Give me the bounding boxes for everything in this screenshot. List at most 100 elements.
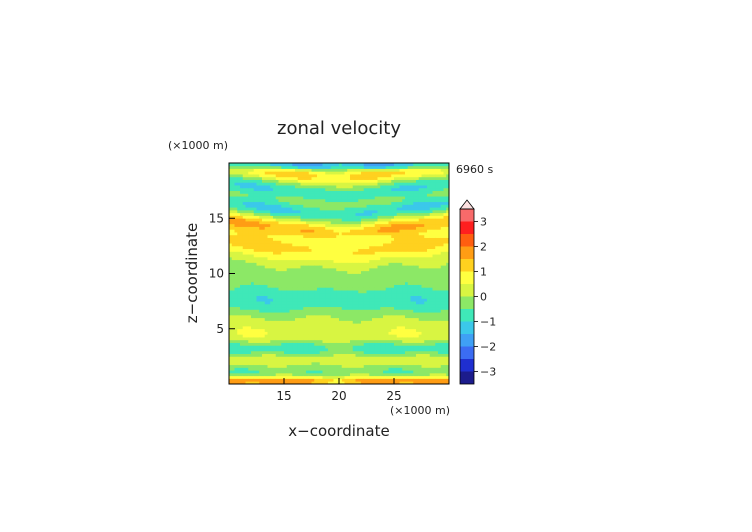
- heatmap-cell: [234, 301, 238, 305]
- heatmap-cell: [374, 328, 378, 332]
- heatmap-cell: [314, 165, 318, 169]
- heatmap-cell: [295, 378, 299, 382]
- heatmap-cell: [322, 270, 326, 274]
- heatmap-cell: [319, 276, 323, 280]
- heatmap-cell: [325, 370, 329, 374]
- heatmap-cell: [284, 256, 288, 261]
- heatmap-cell: [264, 328, 268, 332]
- heatmap-cell: [297, 262, 301, 266]
- heatmap-cell: [319, 168, 323, 172]
- heatmap-cell: [295, 312, 299, 316]
- heatmap-cell: [234, 240, 238, 244]
- heatmap-cell: [369, 265, 373, 269]
- heatmap-cell: [396, 320, 400, 324]
- heatmap-cell: [347, 204, 351, 208]
- heatmap-cell: [396, 303, 400, 308]
- heatmap-cell: [303, 334, 307, 338]
- heatmap-cell: [251, 301, 255, 305]
- heatmap-cell: [380, 265, 384, 269]
- heatmap-cell: [289, 223, 293, 227]
- heatmap-cell: [396, 262, 400, 266]
- heatmap-cell: [259, 223, 263, 227]
- heatmap-cell: [314, 240, 318, 244]
- heatmap-cell: [336, 185, 340, 189]
- heatmap-cell: [328, 209, 332, 214]
- heatmap-cell: [256, 378, 260, 382]
- heatmap-cell: [372, 276, 376, 280]
- heatmap-cell: [308, 306, 312, 310]
- heatmap-cell: [306, 185, 310, 189]
- heatmap-cell: [330, 204, 334, 208]
- heatmap-cell: [300, 265, 304, 269]
- heatmap-cell: [281, 196, 285, 200]
- heatmap-cell: [297, 207, 301, 211]
- heatmap-cell: [350, 350, 354, 355]
- heatmap-cell: [264, 174, 268, 178]
- heatmap-cell: [284, 265, 288, 269]
- heatmap-cell: [300, 317, 304, 321]
- heatmap-cell: [242, 187, 246, 192]
- heatmap-cell: [300, 359, 304, 363]
- heatmap-cell: [286, 298, 290, 302]
- heatmap-cell: [275, 350, 279, 355]
- heatmap-cell: [383, 325, 387, 330]
- heatmap-cell: [308, 237, 312, 241]
- heatmap-cell: [366, 339, 370, 343]
- heatmap-cell: [234, 309, 238, 313]
- heatmap-cell: [317, 359, 321, 363]
- heatmap-cell: [286, 204, 290, 208]
- heatmap-cell: [319, 312, 323, 316]
- heatmap-cell: [319, 284, 323, 288]
- heatmap-cell: [328, 328, 332, 332]
- heatmap-cell: [372, 259, 376, 263]
- heatmap-cell: [350, 359, 354, 363]
- heatmap-cell: [289, 171, 293, 175]
- heatmap-cell: [377, 306, 381, 310]
- heatmap-cell: [369, 328, 373, 332]
- heatmap-cell: [385, 314, 389, 319]
- heatmap-cell: [391, 218, 395, 222]
- heatmap-cell: [330, 276, 334, 280]
- heatmap-cell: [308, 243, 312, 247]
- heatmap-cell: [286, 237, 290, 241]
- heatmap-cell: [366, 256, 370, 261]
- heatmap-cell: [358, 312, 362, 316]
- heatmap-cell: [399, 306, 403, 310]
- heatmap-cell: [248, 182, 252, 186]
- heatmap-cell: [300, 337, 304, 341]
- heatmap-cell: [295, 218, 299, 222]
- heatmap-cell: [264, 232, 268, 236]
- heatmap-cell: [336, 279, 340, 283]
- heatmap-cell: [330, 174, 334, 178]
- heatmap-cell: [388, 190, 392, 194]
- heatmap-cell: [322, 163, 326, 167]
- heatmap-cell: [306, 320, 310, 324]
- heatmap-cell: [251, 243, 255, 247]
- heatmap-cell: [308, 218, 312, 222]
- heatmap-cell: [297, 317, 301, 321]
- heatmap-cell: [374, 348, 378, 352]
- heatmap-cell: [292, 284, 296, 288]
- heatmap-cell: [229, 290, 233, 294]
- heatmap-cell: [347, 325, 351, 330]
- heatmap-cell: [372, 270, 376, 274]
- heatmap-cell: [328, 204, 332, 208]
- heatmap-cell: [388, 176, 392, 180]
- heatmap-cell: [231, 331, 235, 335]
- heatmap-cell: [377, 251, 381, 255]
- heatmap-cell: [242, 350, 246, 355]
- heatmap-cell: [352, 356, 356, 360]
- heatmap-cell: [380, 309, 384, 313]
- heatmap-cell: [319, 234, 323, 238]
- heatmap-cell: [251, 256, 255, 261]
- heatmap-cell: [339, 359, 343, 363]
- heatmap-cell: [322, 256, 326, 261]
- heatmap-cell: [289, 229, 293, 233]
- heatmap-cell: [275, 290, 279, 294]
- heatmap-cell: [388, 245, 392, 250]
- heatmap-cell: [286, 190, 290, 194]
- heatmap-cell: [284, 323, 288, 327]
- heatmap-cell: [242, 353, 246, 357]
- heatmap-cell: [344, 317, 348, 321]
- heatmap-cell: [361, 221, 365, 225]
